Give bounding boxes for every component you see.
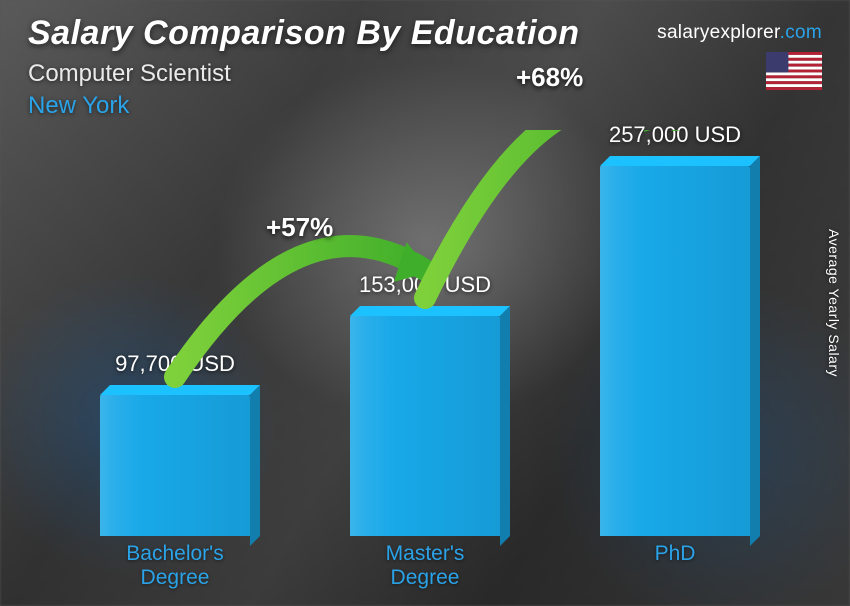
bar	[600, 166, 750, 536]
y-axis-label: Average Yearly Salary	[826, 229, 842, 377]
category-label: PhD	[565, 536, 785, 566]
subtitle-role: Computer Scientist	[28, 60, 231, 88]
bar-top-face	[100, 385, 260, 395]
us-flag-icon	[766, 52, 822, 90]
value-label: 97,700 USD	[115, 351, 235, 377]
bar	[350, 316, 500, 536]
bar-side-face	[750, 156, 760, 546]
bar-chart: 97,700 USDBachelor'sDegree 153,000 USDMas…	[50, 130, 780, 536]
page-title: Salary Comparison By Education	[28, 14, 580, 53]
value-label: 153,000 USD	[359, 272, 491, 298]
bar-side-face	[250, 385, 260, 546]
bar-column: 97,700 USDBachelor'sDegree	[90, 395, 260, 536]
increase-percent-label: +68%	[516, 62, 583, 93]
brand-label: salaryexplorer.com	[657, 22, 822, 44]
category-label: Bachelor'sDegree	[65, 536, 285, 590]
bar-front-sheen	[600, 166, 750, 536]
category-label: Master'sDegree	[315, 536, 535, 590]
bar-column: 153,000 USDMaster'sDegree	[340, 316, 510, 536]
bar-column: 257,000 USDPhD	[590, 166, 760, 536]
value-label: 257,000 USD	[609, 122, 741, 148]
bar-front-sheen	[350, 316, 500, 536]
brand-plain: salaryexplorer	[657, 22, 779, 43]
subtitle-location: New York	[28, 92, 129, 120]
content-overlay: Salary Comparison By Education Computer …	[0, 0, 850, 606]
bar-top-face	[350, 306, 510, 316]
bar-top-face	[600, 156, 760, 166]
brand-accent: .com	[780, 22, 822, 43]
bar-front-sheen	[100, 395, 250, 536]
increase-percent-label: +57%	[266, 212, 333, 243]
bar	[100, 395, 250, 536]
bar-side-face	[500, 306, 510, 546]
